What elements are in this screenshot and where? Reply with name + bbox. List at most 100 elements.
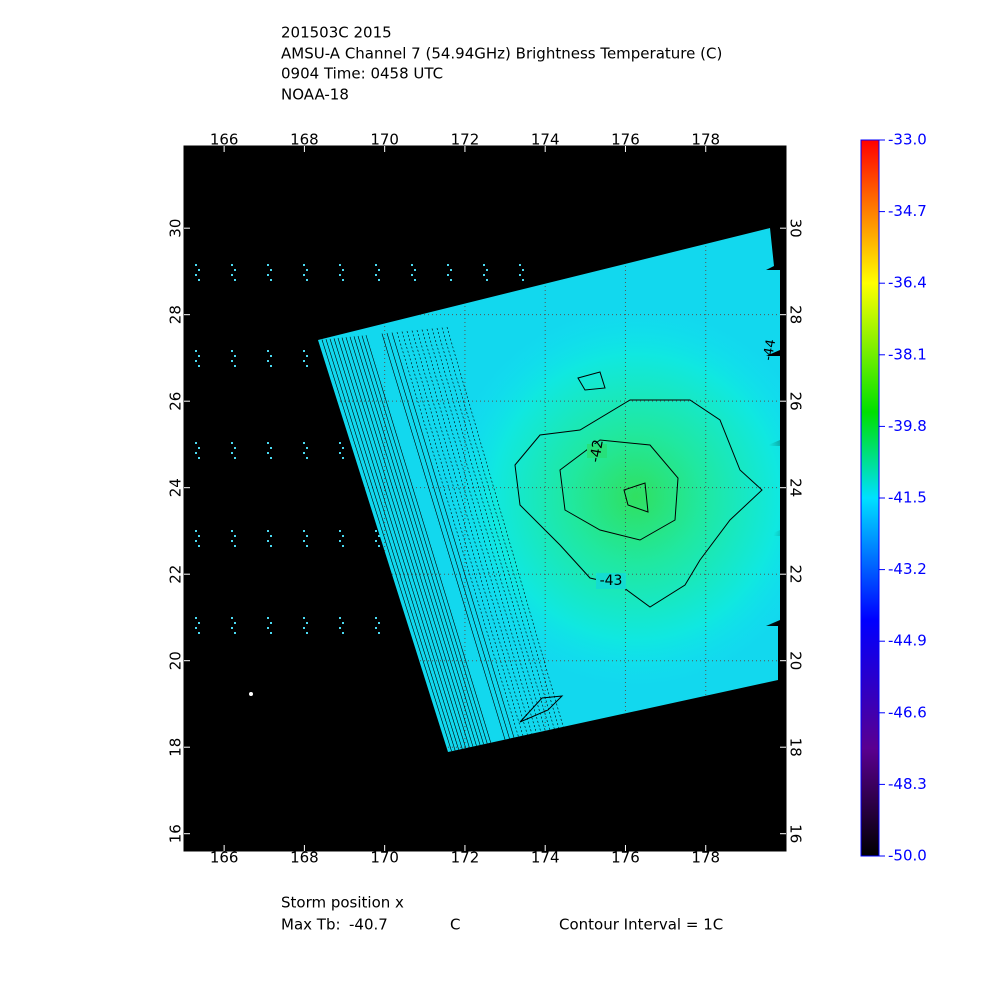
dot bbox=[195, 627, 197, 629]
dot bbox=[486, 279, 488, 281]
dot bbox=[270, 447, 272, 449]
edge-contour bbox=[391, 332, 519, 752]
dot bbox=[378, 632, 380, 634]
dot bbox=[234, 279, 236, 281]
dot bbox=[375, 617, 377, 619]
dot bbox=[306, 632, 308, 634]
y-tick-label: 28 bbox=[787, 305, 805, 324]
dot bbox=[267, 627, 269, 629]
dot bbox=[231, 627, 233, 629]
x-tick-label: 170 bbox=[370, 131, 399, 149]
dot bbox=[234, 269, 236, 271]
dot bbox=[303, 627, 305, 629]
x-tick-label: 170 bbox=[370, 849, 399, 867]
footer-storm: Storm position x bbox=[281, 894, 404, 912]
dot bbox=[306, 535, 308, 537]
map-frame bbox=[183, 145, 787, 852]
y-tick-label: 18 bbox=[787, 738, 805, 757]
dot bbox=[270, 622, 272, 624]
contour-label: -42 bbox=[587, 438, 607, 463]
dot bbox=[198, 269, 200, 271]
x-tick-label: 172 bbox=[451, 131, 480, 149]
dot bbox=[198, 632, 200, 634]
dot bbox=[198, 365, 200, 367]
y-tick-label: 20 bbox=[787, 651, 805, 670]
colorbar-label: -46.6 bbox=[888, 703, 927, 721]
dot bbox=[342, 545, 344, 547]
dot bbox=[231, 350, 233, 352]
contour-43 bbox=[514, 399, 763, 608]
dot bbox=[306, 269, 308, 271]
dot bbox=[234, 457, 236, 459]
dot bbox=[519, 274, 521, 276]
dot bbox=[198, 457, 200, 459]
dot bbox=[342, 269, 344, 271]
y-tick-label: 30 bbox=[167, 219, 185, 238]
x-tick-label: 178 bbox=[691, 849, 720, 867]
dot bbox=[270, 545, 272, 547]
dot bbox=[231, 442, 233, 444]
colorbar-label: -48.3 bbox=[888, 775, 927, 793]
dot bbox=[375, 530, 377, 532]
storm-marker bbox=[249, 692, 253, 696]
x-tick-label: 174 bbox=[531, 849, 560, 867]
dot bbox=[198, 355, 200, 357]
footer-unit: C bbox=[450, 916, 460, 934]
x-tick-label: 176 bbox=[611, 849, 640, 867]
dot bbox=[195, 360, 197, 362]
edge-contour bbox=[411, 330, 538, 752]
edge-contour bbox=[345, 337, 475, 752]
y-tick-label: 24 bbox=[167, 478, 185, 497]
dot bbox=[378, 279, 380, 281]
x-tick-label: 166 bbox=[210, 849, 239, 867]
edge-contour bbox=[401, 331, 529, 752]
axes: 166 166 168 168 170 170 172 172 174 174 176 176 178 1… bbox=[167, 131, 805, 867]
dot bbox=[306, 545, 308, 547]
label-bg bbox=[596, 573, 626, 589]
dot bbox=[342, 279, 344, 281]
colorbar-label: -43.2 bbox=[888, 560, 927, 578]
dot bbox=[195, 540, 197, 542]
dot bbox=[303, 442, 305, 444]
colorbar-label: -44.9 bbox=[888, 632, 927, 650]
dot bbox=[306, 447, 308, 449]
dot bbox=[198, 447, 200, 449]
x-tick-label: 178 bbox=[691, 131, 720, 149]
label-bg bbox=[587, 444, 607, 458]
edge-contour bbox=[381, 333, 510, 752]
dot bbox=[339, 540, 341, 542]
y-tick-label: 30 bbox=[787, 219, 805, 238]
y-tick-label: 28 bbox=[167, 305, 185, 324]
dot bbox=[342, 457, 344, 459]
colorbar-label: -38.1 bbox=[888, 345, 927, 363]
footer-max-label: Max Tb: bbox=[281, 916, 341, 934]
contours bbox=[514, 371, 763, 723]
dot bbox=[234, 545, 236, 547]
dot bbox=[231, 452, 233, 454]
edge-contour bbox=[349, 336, 479, 752]
colorbar-label: -36.4 bbox=[888, 274, 927, 292]
dot bbox=[198, 279, 200, 281]
dot bbox=[303, 617, 305, 619]
dot bbox=[231, 540, 233, 542]
dot bbox=[270, 632, 272, 634]
dot bbox=[231, 264, 233, 266]
dot bbox=[378, 622, 380, 624]
y-tick-label: 16 bbox=[787, 824, 805, 843]
y-tick-label: 26 bbox=[167, 392, 185, 411]
x-tick-label: 166 bbox=[210, 131, 239, 149]
dot bbox=[342, 632, 344, 634]
colorbar-label: -41.5 bbox=[888, 489, 927, 507]
edge-contour bbox=[406, 331, 533, 752]
x-tick-label: 174 bbox=[531, 131, 560, 149]
dot bbox=[198, 545, 200, 547]
dot bbox=[234, 622, 236, 624]
y-tick-label: 16 bbox=[167, 824, 185, 843]
dot bbox=[198, 622, 200, 624]
dot bbox=[195, 617, 197, 619]
dot bbox=[339, 264, 341, 266]
title-line: NOAA-18 bbox=[281, 86, 349, 104]
y-tick-label: 26 bbox=[787, 392, 805, 411]
contour-42 bbox=[559, 439, 679, 541]
